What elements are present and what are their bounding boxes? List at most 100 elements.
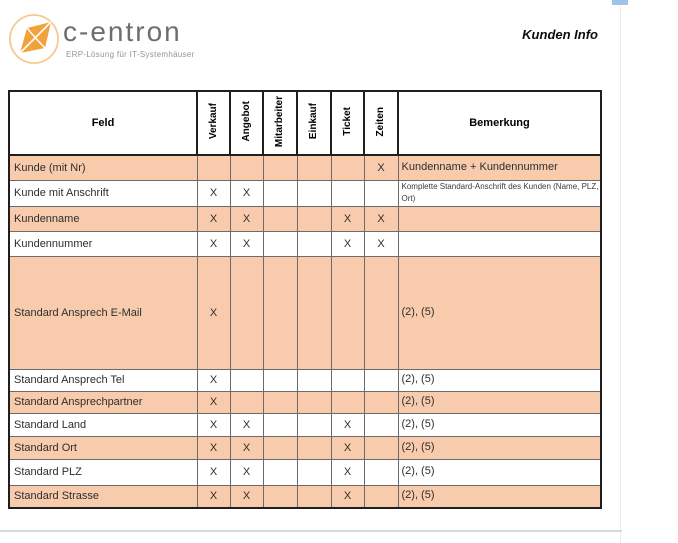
mark-cell: X [330, 412, 365, 437]
mark-cell: X [229, 435, 264, 460]
mark-cell: X [363, 205, 399, 232]
mark-cell [296, 154, 332, 181]
field-cell: Standard Ansprechpartner [8, 390, 198, 414]
c-entron-logo-icon [9, 14, 59, 64]
mark-cell [296, 230, 332, 257]
mark-cell [262, 179, 298, 207]
brand-tagline: ERP-Lösung für IT-Systemhäuser [66, 50, 195, 59]
mark-cell [262, 368, 298, 392]
rotated-label: Mitarbeiter [274, 95, 285, 148]
mark-cell: X [330, 230, 365, 257]
mark-cell: X [229, 458, 264, 486]
remark-cell: Kundenname + Kundennummer [397, 154, 602, 181]
remark-cell [397, 230, 602, 257]
mark-cell: X [196, 435, 231, 460]
mark-cell [296, 205, 332, 232]
column-header-angebot: Angebot [229, 90, 264, 156]
column-header-verkauf: Verkauf [196, 90, 231, 156]
mark-cell: X [363, 230, 399, 257]
mark-cell [330, 368, 365, 392]
column-header-ticket: Ticket [330, 90, 365, 156]
mark-cell [363, 255, 399, 370]
column-header-mitarbeiter: Mitarbeiter [262, 90, 298, 156]
mark-cell [229, 368, 264, 392]
field-cell: Kundenname [8, 205, 198, 232]
mark-cell [330, 390, 365, 414]
mark-cell [229, 390, 264, 414]
remark-cell: (2), (5) [397, 390, 602, 414]
mark-cell [229, 255, 264, 370]
field-cell: Kunde mit Anschrift [8, 179, 198, 207]
mark-cell: X [229, 484, 264, 509]
field-cell: Standard Land [8, 412, 198, 437]
mark-cell [363, 179, 399, 207]
page-edge-divider [620, 0, 621, 543]
mark-cell: X [330, 458, 365, 486]
mark-cell: X [229, 412, 264, 437]
rotated-label: Verkauf [207, 103, 219, 140]
mark-cell: X [196, 458, 231, 486]
remark-cell: Komplette Standard-Anschrift des Kunden … [397, 179, 602, 207]
remark-cell [397, 205, 602, 232]
mark-cell: X [330, 205, 365, 232]
field-cell: Standard Ansprech E-Mail [8, 255, 198, 370]
remark-cell: (2), (5) [397, 255, 602, 370]
mark-cell [296, 435, 332, 460]
mark-cell: X [229, 230, 264, 257]
mark-cell: X [229, 205, 264, 232]
page-bottom-divider [0, 530, 622, 532]
table-row: Kunde mit Anschrift X X Komplette Standa… [8, 179, 602, 207]
mark-cell [262, 412, 298, 437]
rotated-label: Zeiten [375, 106, 386, 137]
column-header-zeiten: Zeiten [363, 90, 399, 156]
mark-cell [262, 458, 298, 486]
mark-cell [330, 179, 365, 207]
field-cell: Kundennummer [8, 230, 198, 257]
mark-cell [262, 255, 298, 370]
mark-cell: X [330, 484, 365, 509]
field-cell: Kunde (mit Nr) [8, 154, 198, 181]
mark-cell [262, 435, 298, 460]
mark-cell: X [363, 154, 399, 181]
mark-cell [296, 390, 332, 414]
mark-cell: X [196, 255, 231, 370]
mark-cell [363, 412, 399, 437]
table-row: Kunde (mit Nr) X Kundenname + Kundennumm… [8, 154, 602, 181]
mark-cell: X [196, 368, 231, 392]
mark-cell [296, 484, 332, 509]
mark-cell [296, 255, 332, 370]
mark-cell [196, 154, 231, 181]
mark-cell [296, 179, 332, 207]
page-title: Kunden Info [522, 27, 598, 42]
mark-cell [262, 230, 298, 257]
mark-cell: X [196, 412, 231, 437]
column-header-bemerkung: Bemerkung [397, 90, 602, 156]
scrollbar-thumb[interactable] [612, 0, 628, 5]
mark-cell [229, 154, 264, 181]
field-cell: Standard Strasse [8, 484, 198, 509]
table-row: Kundenname X X X X [8, 205, 602, 232]
field-cell: Standard Ansprech Tel [8, 368, 198, 392]
mark-cell [296, 412, 332, 437]
kunden-info-table: Feld Verkauf Angebot Mitarbeiter Einkauf… [8, 90, 602, 509]
table-row: Kundennummer X X X X [8, 230, 602, 257]
mark-cell [363, 458, 399, 486]
table-row: Standard Ansprechpartner X (2), (5) [8, 390, 602, 414]
remark-cell: (2), (5) [397, 412, 602, 437]
field-cell: Standard Ort [8, 435, 198, 460]
mark-cell [363, 435, 399, 460]
mark-cell [262, 390, 298, 414]
remark-cell: (2), (5) [397, 484, 602, 509]
brand-name: c-entron [63, 16, 182, 47]
mark-cell: X [196, 230, 231, 257]
remark-cell: (2), (5) [397, 368, 602, 392]
mark-cell: X [196, 390, 231, 414]
table-row: Standard Ort X X X (2), (5) [8, 435, 602, 460]
mark-cell: X [196, 205, 231, 232]
remark-cell: (2), (5) [397, 435, 602, 460]
table-row: Standard Land X X X (2), (5) [8, 412, 602, 437]
table-header-row: Feld Verkauf Angebot Mitarbeiter Einkauf… [8, 90, 602, 156]
column-header-feld: Feld [8, 90, 198, 156]
rotated-label: Einkauf [308, 103, 319, 140]
